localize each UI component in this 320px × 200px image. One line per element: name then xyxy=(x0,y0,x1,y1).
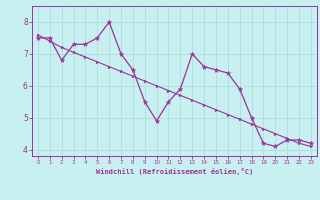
X-axis label: Windchill (Refroidissement éolien,°C): Windchill (Refroidissement éolien,°C) xyxy=(96,168,253,175)
